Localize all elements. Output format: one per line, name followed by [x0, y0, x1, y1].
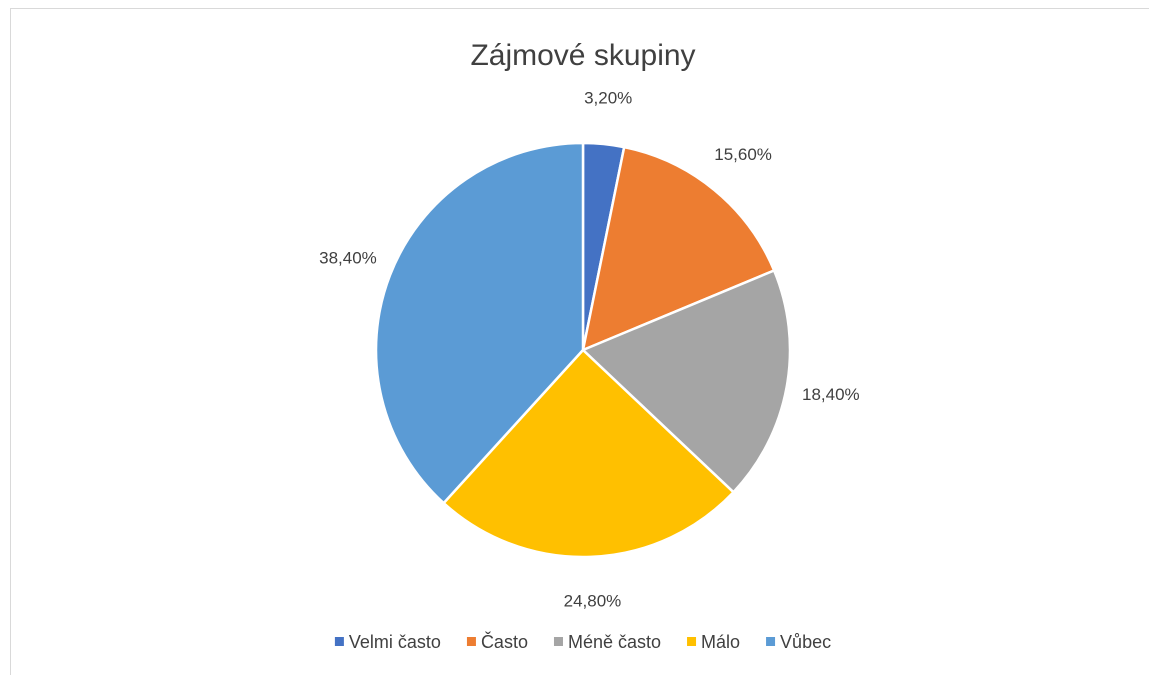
legend-label: Často — [481, 631, 528, 652]
legend-swatch — [687, 637, 697, 646]
data-label: 38,40% — [319, 249, 377, 268]
legend-label: Vůbec — [780, 632, 831, 652]
data-label: 3,20% — [584, 89, 632, 108]
pie-slice — [581, 145, 776, 353]
data-label: 18,40% — [802, 385, 860, 404]
legend-label: Méně často — [568, 632, 661, 652]
pie-slice — [580, 268, 792, 494]
pie-slice — [441, 348, 736, 559]
legend-swatch — [466, 637, 476, 646]
legend-swatch — [766, 637, 776, 646]
legend-label: Málo — [701, 632, 740, 652]
data-label: 15,60% — [714, 145, 772, 164]
pie-slice — [374, 141, 585, 505]
data-label: 24,80% — [564, 591, 622, 610]
legend-label: Velmi často — [349, 632, 441, 652]
legend-swatch — [334, 637, 344, 646]
legend-swatch — [553, 637, 563, 646]
chart-title: Zájmové skupiny — [470, 39, 695, 72]
